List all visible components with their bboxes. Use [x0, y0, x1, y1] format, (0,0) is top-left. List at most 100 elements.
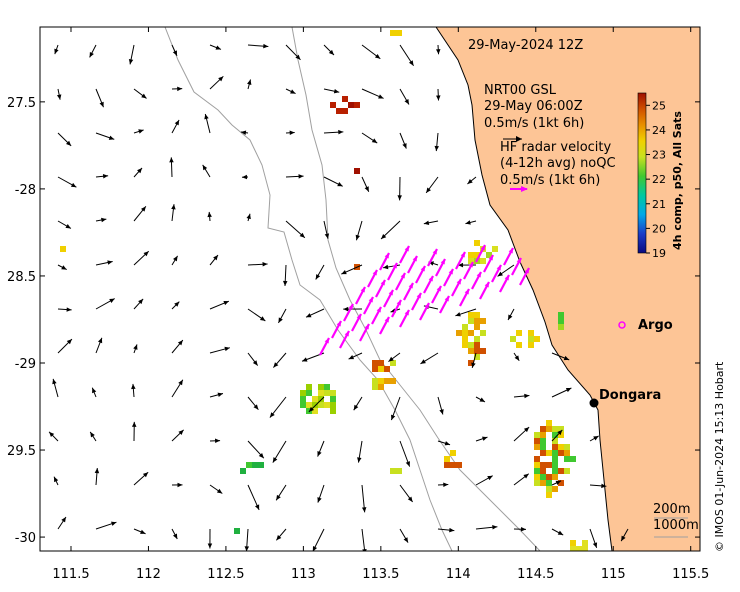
bathy-1000m — [164, 27, 453, 551]
model-arrow-head — [223, 301, 229, 306]
sst-cell — [564, 468, 570, 474]
model-arrow-head — [508, 314, 513, 320]
model-arrow-head — [492, 524, 498, 530]
model-arrow-head — [174, 119, 180, 126]
sst-cell — [372, 360, 378, 366]
bathy-200m — [291, 27, 541, 551]
radar-arrow-head — [432, 249, 437, 255]
sst-cell — [546, 462, 552, 468]
sst-cell — [306, 408, 312, 414]
model-arrow-head — [202, 164, 208, 171]
sst-cell — [468, 348, 474, 354]
sst-cell — [546, 450, 552, 456]
sst-cell — [60, 246, 66, 252]
sst-cell — [474, 312, 480, 318]
sst-cell — [552, 444, 558, 450]
model-arrow-head — [172, 50, 177, 56]
model-arrow-head — [128, 59, 134, 65]
model-arrow-head — [61, 265, 67, 270]
model-arrow-head — [404, 99, 409, 105]
sst-cell — [324, 402, 330, 408]
model-arrow-head — [52, 378, 57, 385]
radar-arrow-head — [368, 297, 373, 303]
model-arrow-head — [467, 179, 473, 184]
model-arrow-head — [108, 135, 115, 140]
model-arrow-head — [224, 346, 230, 352]
model-arrow-head — [259, 316, 266, 321]
radar-scale: 0.5m/s (1kt 6h) — [500, 173, 600, 188]
model-arrow-head — [362, 548, 367, 551]
sst-cell — [474, 342, 480, 348]
model-scale-arrowhead — [516, 136, 522, 142]
sst-cell — [564, 456, 570, 462]
model-arrow-head — [133, 344, 138, 350]
sst-cell — [528, 330, 534, 336]
sst-cell — [564, 450, 570, 456]
radar-arrow-head — [364, 324, 369, 330]
sst-cell — [378, 384, 384, 390]
model-arrow-head — [563, 355, 570, 361]
sst-cell — [456, 462, 462, 468]
model-arrow-head — [487, 475, 493, 481]
sst-cell — [474, 252, 480, 258]
sst-cell — [546, 420, 552, 426]
sst-cell — [384, 378, 390, 384]
model-arrow-head — [378, 94, 384, 99]
sst-cell — [534, 336, 540, 342]
model-arrow-head — [276, 535, 282, 541]
sst-cell — [570, 456, 576, 462]
radar-arrow-head — [412, 256, 417, 262]
sst-cell — [324, 384, 330, 390]
model-arrow-head — [109, 298, 115, 303]
radar-arrow-head — [396, 300, 401, 306]
sst-cell — [462, 330, 468, 336]
model-arrow-head — [420, 359, 426, 364]
model-arrow-head — [465, 220, 471, 225]
model-arrow-head — [338, 129, 344, 135]
model-arrow-head — [306, 313, 312, 318]
model-arrow-head — [403, 537, 409, 543]
colorbar-tick-label: 21 — [652, 198, 666, 211]
radar-arrow-head — [372, 270, 377, 276]
sst-cell — [480, 318, 486, 324]
sst-cell — [318, 396, 324, 402]
model-arrow-head — [137, 167, 143, 174]
model-arrow-head — [107, 260, 113, 265]
sst-cell — [300, 402, 306, 408]
model-arrow-head — [172, 533, 178, 540]
sst-cell — [330, 408, 336, 414]
model-arrow-head — [557, 429, 563, 436]
model-arrow-head — [273, 362, 279, 368]
model-arrow-head — [523, 473, 529, 479]
sst-cell — [480, 330, 486, 336]
model-arrow-head — [214, 438, 221, 444]
radar-detail: (4-12h avg) noQC — [500, 156, 616, 171]
sst-cell — [534, 456, 540, 462]
radar-arrow-head — [516, 258, 521, 264]
sst-cell — [558, 324, 564, 330]
model-arrow-head — [434, 145, 440, 152]
model-arrow-head — [177, 482, 183, 488]
model-arrow-head — [255, 504, 260, 510]
sst-cell — [462, 324, 468, 330]
model-arrow-head — [397, 195, 402, 201]
model-arrow-head — [317, 451, 322, 457]
radar-arrow-head — [524, 268, 529, 274]
model-arrow-head — [247, 79, 252, 85]
sst-cell — [534, 438, 540, 444]
model-arrow-head — [269, 412, 275, 418]
sst-cell — [378, 366, 384, 372]
model-arrow-head — [138, 129, 144, 134]
sst-cell — [534, 474, 540, 480]
sst-cell — [480, 348, 486, 354]
model-arrow-head — [138, 298, 144, 305]
sst-cell — [552, 450, 558, 456]
model-arrow-head — [402, 143, 407, 149]
model-arrow-head — [299, 232, 305, 238]
radar-arrow-head — [508, 248, 513, 254]
sst-cell — [444, 462, 450, 468]
radar-arrow-head — [344, 331, 349, 337]
sst-cell — [552, 462, 558, 468]
sst-cell — [390, 360, 396, 366]
model-arrow-head — [423, 220, 430, 226]
